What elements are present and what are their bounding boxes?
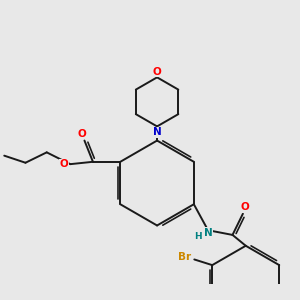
Text: O: O (153, 67, 161, 77)
Text: O: O (241, 202, 250, 212)
Text: Br: Br (178, 252, 191, 262)
Text: N: N (204, 228, 212, 238)
Text: O: O (60, 159, 68, 169)
Text: O: O (78, 129, 86, 139)
Text: H: H (194, 232, 201, 241)
Text: N: N (153, 127, 161, 137)
